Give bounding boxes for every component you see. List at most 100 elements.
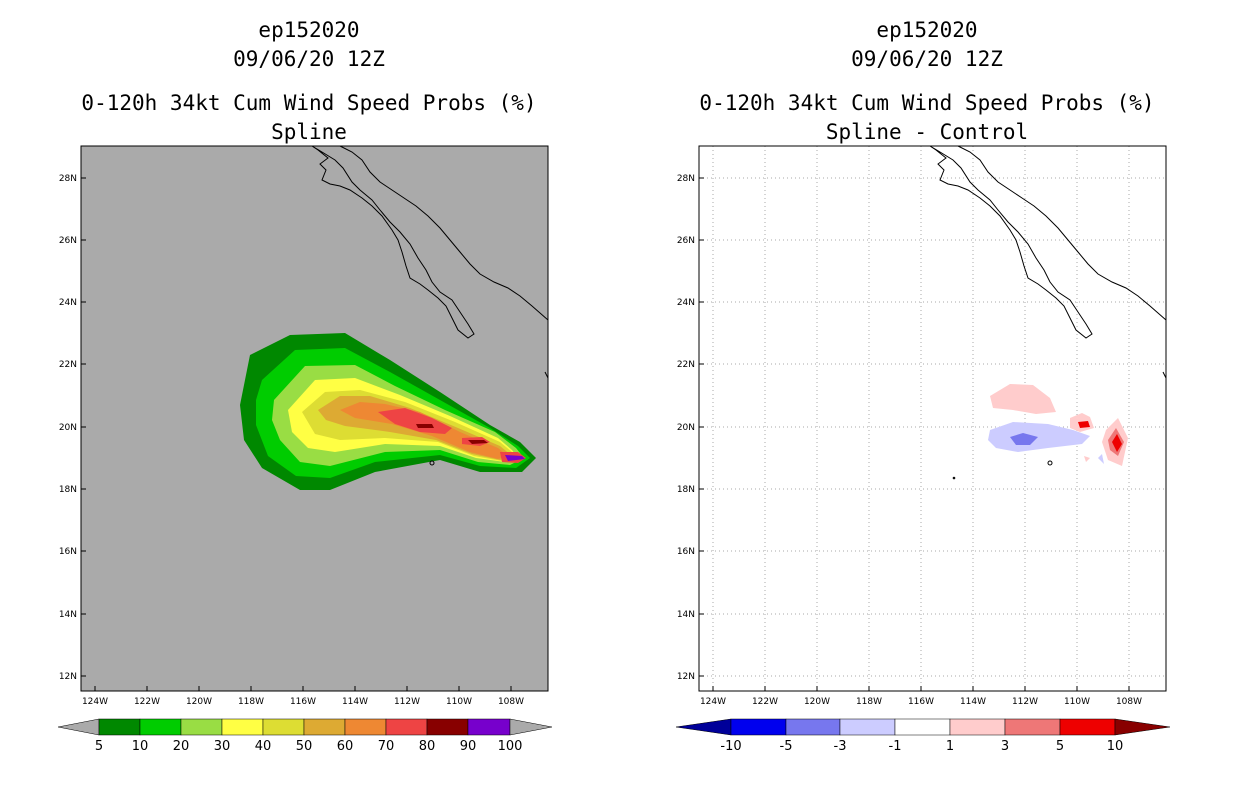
colorbar-label: 50 [296,739,313,754]
lon-label: 110W [1064,697,1090,707]
lon-label: 114W [342,697,368,707]
colorbar-labels: -10 -5 -3 -1 1 3 5 10 [720,739,1123,754]
colorbar-swatch [303,718,346,736]
product-title: 0-120h 34kt Cum Wind Speed Probs (%) [81,91,537,115]
lon-label: 124W [82,697,108,707]
colorbar-label: 10 [1107,739,1124,754]
colorbar-swatch [98,718,141,736]
probability-contours [240,333,536,490]
lat-label: 14N [677,610,695,620]
difference-contours [988,384,1128,466]
colorbar-label: 60 [337,739,354,754]
storm-id: ep152020 [258,18,360,42]
lon-label: 124W [700,697,726,707]
lat-label: 28N [677,174,695,184]
colorbar-label: 3 [1001,739,1009,754]
lon-label: 122W [134,697,160,707]
axis-ticks [699,177,1130,691]
lat-label: 16N [59,547,77,557]
lat-label: 26N [677,236,695,246]
colorbar-label: 30 [214,739,231,754]
colorbar-label: -5 [780,739,793,754]
difference-panel: ep152020 09/06/20 12Z 0-120h 34kt Cum Wi… [618,0,1236,800]
lon-label: 112W [394,697,420,707]
lat-label: 26N [59,236,77,246]
storm-id: ep152020 [876,18,978,42]
lat-label: 20N [59,423,77,433]
colorbar-label: 90 [460,739,477,754]
lon-label: 110W [446,697,472,707]
colorbar-swatch [894,718,951,736]
colorbar-swatch [1059,718,1116,736]
colorbar-swatch [730,718,787,736]
lon-label: 114W [960,697,986,707]
colorbar-label: 1 [946,739,954,754]
difference-map: 28N 26N 24N 22N 20N 18N 16N 14N 12N 124W… [675,145,1171,754]
colorbar-label: 10 [132,739,149,754]
colorbar-low-arrow [675,718,732,736]
lat-labels: 28N 26N 24N 22N 20N 18N 16N 14N 12N [677,174,695,682]
lat-label: 28N [59,174,77,184]
datetime: 09/06/20 12Z [851,47,1003,71]
lat-label: 12N [677,672,695,682]
colorbar-high-arrow [1114,718,1171,736]
colorbar-label: 70 [378,739,395,754]
lat-label: 24N [59,298,77,308]
map-frame [80,145,549,692]
spline-panel: ep152020 09/06/20 12Z 0-120h 34kt Cum Wi… [57,18,553,754]
lon-label: 116W [290,697,316,707]
colorbar-low-arrow [57,718,100,736]
colorbar-swatch [1004,718,1061,736]
panel-subtitle: Spline - Control [825,120,1029,144]
colorbar-swatch [426,718,469,736]
colorbar [57,718,553,736]
lat-label: 20N [677,423,695,433]
lon-label: 120W [804,697,830,707]
colorbar-label: 40 [255,739,272,754]
colorbar-high-arrow [509,718,553,736]
colorbar-label: -3 [834,739,847,754]
colorbar-swatch [467,718,511,736]
lat-label: 24N [677,298,695,308]
colorbar-label: 80 [419,739,436,754]
map-frame [698,145,1167,692]
lon-labels: 124W 122W 120W 118W 116W 114W 112W 110W … [700,697,1142,707]
lon-label: 118W [238,697,264,707]
colorbar-swatch [262,718,305,736]
map-background [699,146,1166,691]
lat-ticks [81,177,512,691]
colorbar-label: 5 [1056,739,1064,754]
lat-label: 16N [677,547,695,557]
colorbar-swatch [139,718,182,736]
colorbar [675,718,1171,736]
lon-label: 122W [752,697,778,707]
colorbar-labels: 5 10 20 30 40 50 60 70 80 90 100 [95,739,523,754]
lon-labels: 124W 122W 120W 118W 116W 114W 112W 110W … [82,697,524,707]
colorbar-swatch [839,718,896,736]
colorbar-label: 5 [95,739,103,754]
colorbar-swatch [385,718,428,736]
lat-labels: 28N 26N 24N 22N 20N 18N 16N 14N 12N [59,174,77,682]
lon-label: 108W [1116,697,1142,707]
lat-label: 12N [59,672,77,682]
colorbar-swatch [221,718,264,736]
colorbar-swatch [785,718,841,736]
lon-label: 118W [856,697,882,707]
lat-label: 18N [677,485,695,495]
colorbar-label: -10 [720,739,741,754]
spline-map: 28N 26N 24N 22N 20N 18N 16N 14N 12N 124W… [57,145,553,754]
lat-label: 22N [59,360,77,370]
lon-label: 116W [908,697,934,707]
lon-label: 108W [498,697,524,707]
datetime: 09/06/20 12Z [233,47,385,71]
colorbar-label: -1 [889,739,902,754]
colorbar-swatch [949,718,1006,736]
colorbar-label: 20 [173,739,190,754]
colorbar-label: 100 [498,739,523,754]
panel-subtitle: Spline [271,120,347,144]
colorbar-swatch [180,718,223,736]
coastline [929,145,1167,480]
lon-label: 120W [186,697,212,707]
colorbar-swatch [344,718,387,736]
lat-label: 14N [59,610,77,620]
